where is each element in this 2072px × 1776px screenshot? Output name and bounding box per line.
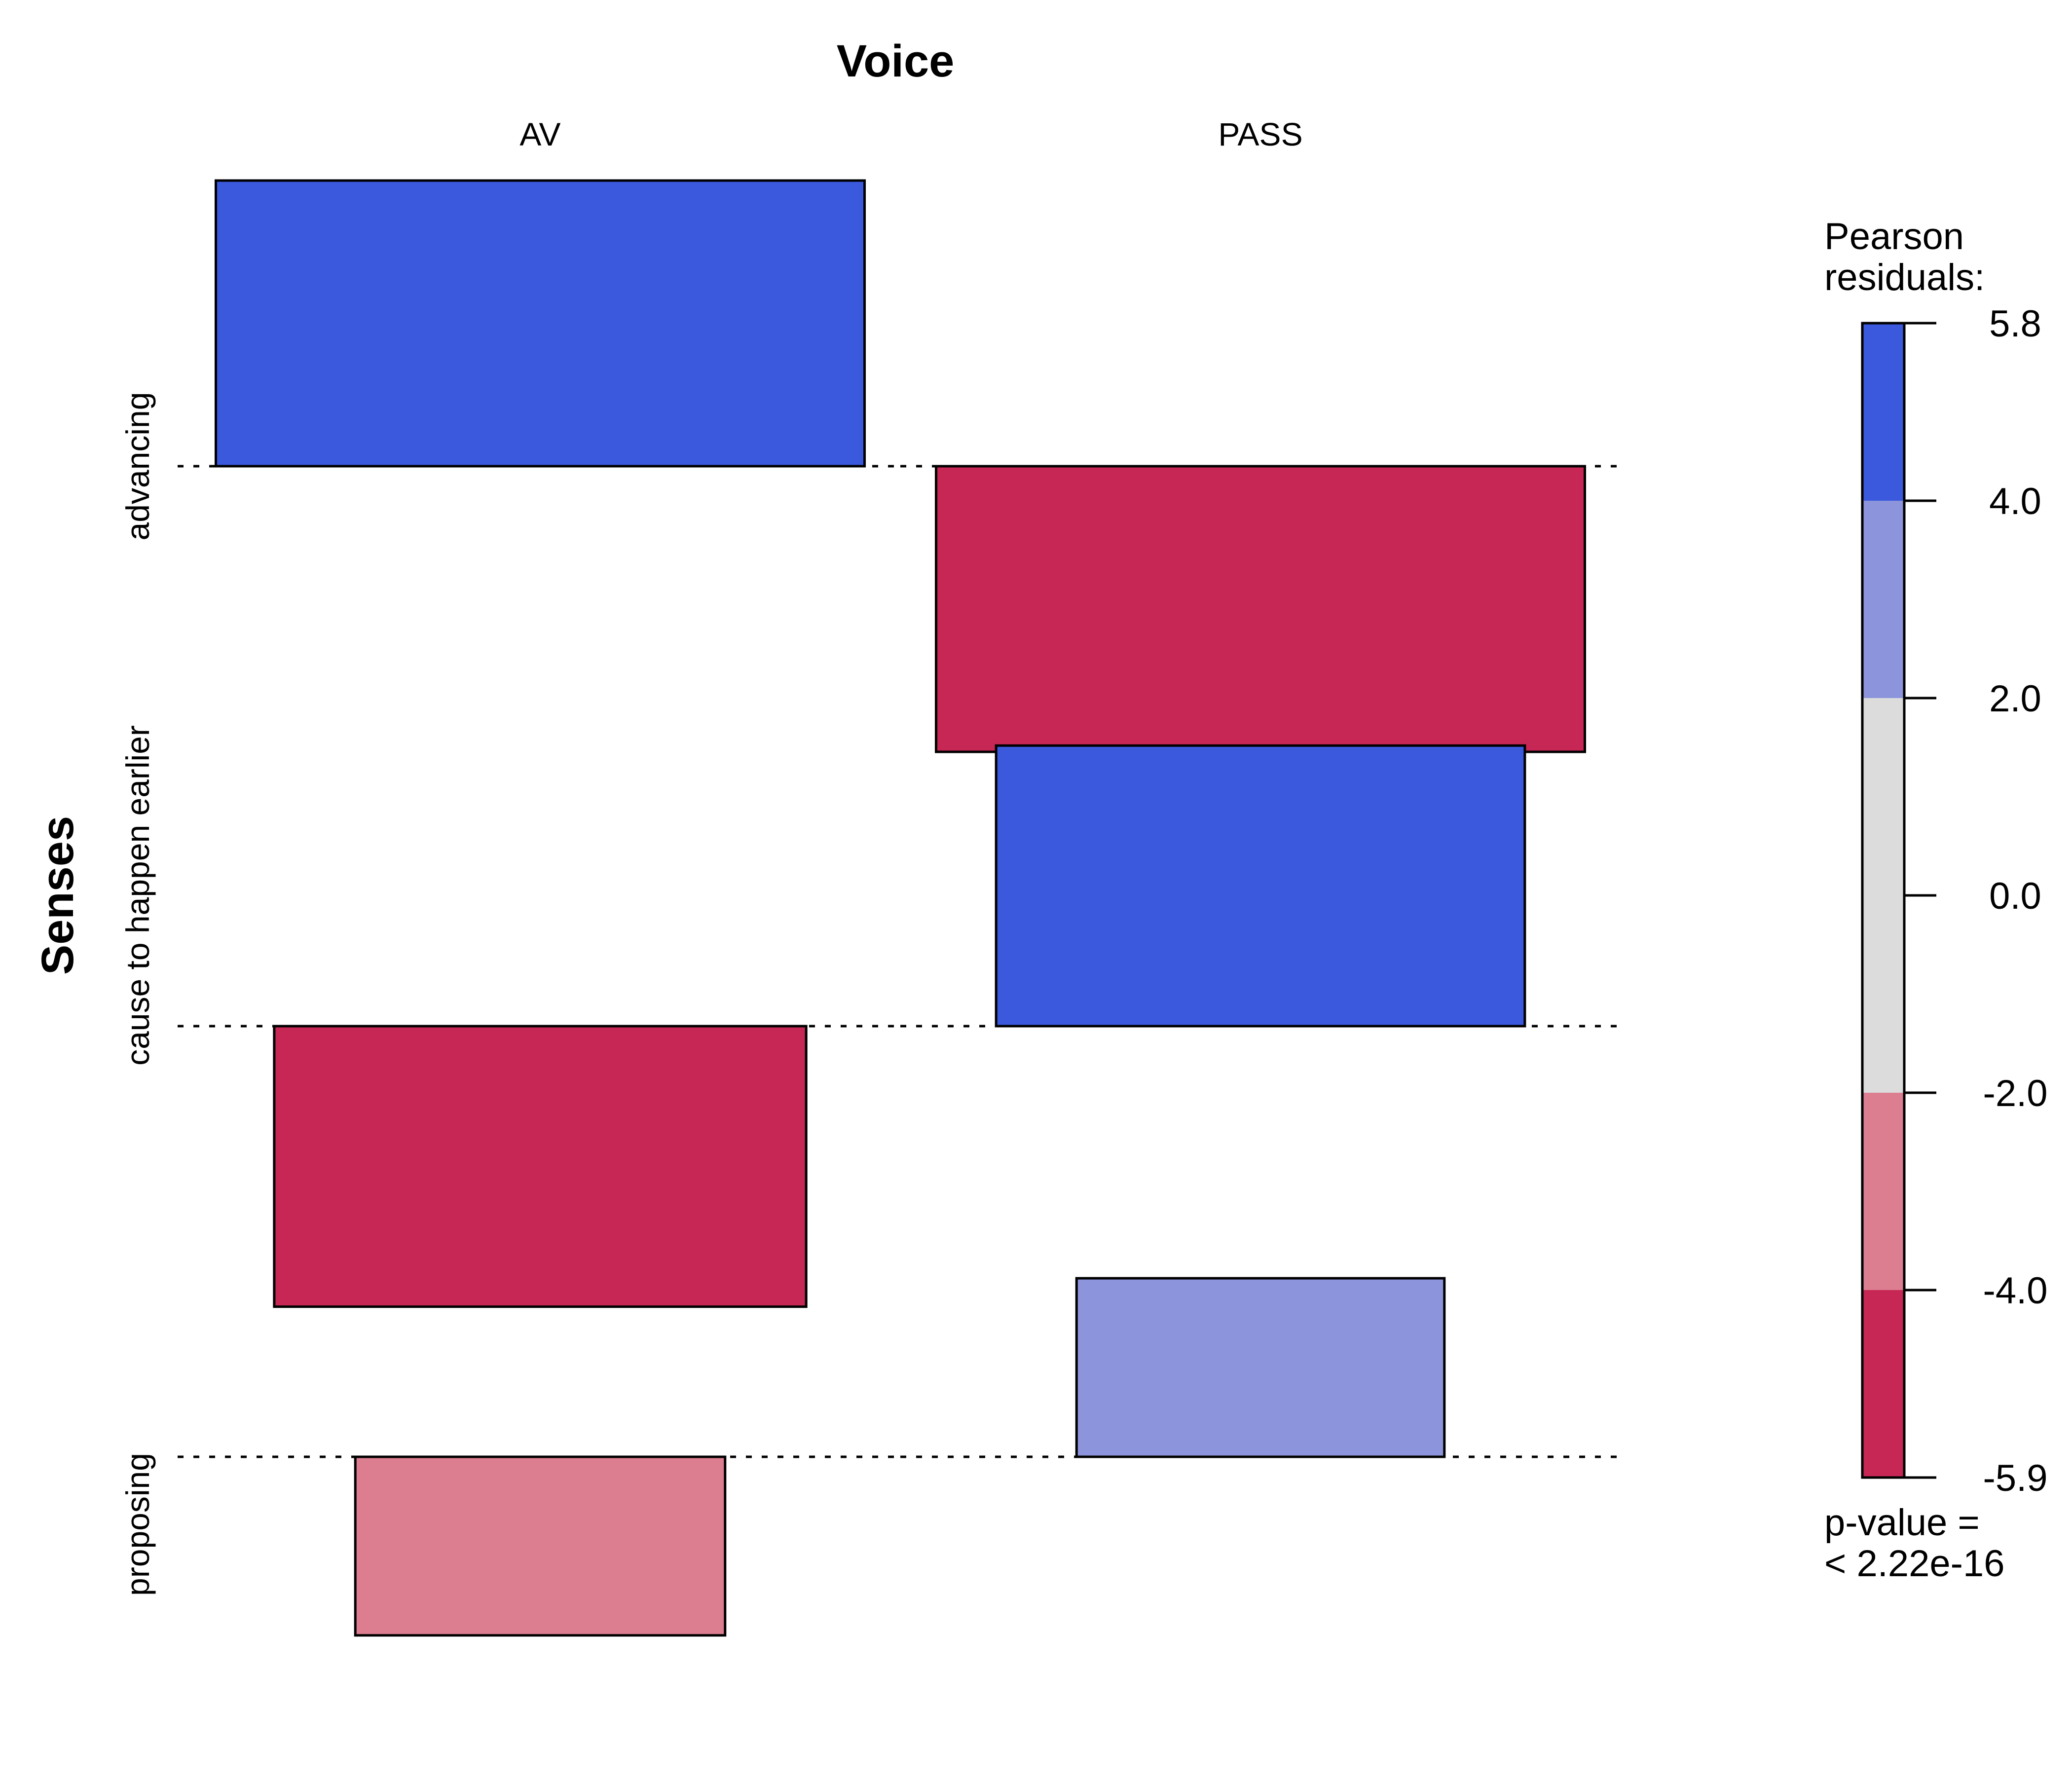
column-label-pass: PASS bbox=[1218, 116, 1302, 152]
legend-band-0 bbox=[1862, 323, 1904, 501]
cell-advancing-av bbox=[215, 179, 866, 468]
cell-cause-to-happen-earlier-pass bbox=[995, 744, 1526, 1028]
legend-tick-label-2: 2.0 bbox=[1989, 678, 2041, 720]
residual-cells bbox=[215, 179, 1586, 1637]
legend-band-3 bbox=[1862, 1093, 1904, 1290]
chart-title: Voice bbox=[837, 36, 955, 86]
legend-tick-label-0: 5.8 bbox=[1989, 303, 2041, 345]
row-label-proposing: proposing bbox=[119, 1453, 156, 1596]
column-label-av: AV bbox=[519, 116, 560, 152]
p-value-line-2: < 2.22e-16 bbox=[1824, 1543, 2005, 1585]
legend-tick-label-1: 4.0 bbox=[1989, 481, 2041, 522]
legend-band-2 bbox=[1862, 698, 1904, 1093]
row-label-advancing: advancing bbox=[119, 392, 156, 541]
legend-tick-label-3: 0.0 bbox=[1989, 875, 2041, 917]
legend-band-1 bbox=[1862, 501, 1904, 698]
legend-tick-label-5: -4.0 bbox=[1983, 1270, 2048, 1312]
cell-proposing-pass bbox=[1075, 1277, 1446, 1458]
y-axis-label: Senses bbox=[33, 816, 83, 975]
cell-cause-to-happen-earlier-av bbox=[273, 1025, 808, 1308]
legend-bar-border bbox=[1861, 322, 1906, 1479]
legend: Pearson residuals: 5.8 4.0 2.0 0.0 -2.0 -4.0 -… bbox=[1824, 216, 2047, 1585]
legend-tick-label-4: -2.0 bbox=[1983, 1073, 2048, 1114]
row-label-cause-to-happen-earlier: cause to happen earlier bbox=[119, 725, 156, 1066]
legend-title-line-1: Pearson bbox=[1824, 216, 1964, 258]
cell-advancing-pass bbox=[935, 465, 1586, 753]
legend-title-line-2: residuals: bbox=[1824, 257, 1985, 298]
column-labels: AV PASS bbox=[519, 116, 1302, 152]
row-labels: advancing cause to happen earlier proposin… bbox=[119, 392, 156, 1596]
legend-tick-label-6: -5.9 bbox=[1983, 1457, 2048, 1499]
legend-ticks: 5.8 4.0 2.0 0.0 -2.0 -4.0 -5.9 bbox=[1904, 303, 2047, 1499]
p-value-line-1: p-value = bbox=[1824, 1502, 1980, 1544]
legend-band-4 bbox=[1862, 1290, 1904, 1478]
cell-proposing-av bbox=[354, 1455, 727, 1637]
legend-color-bar bbox=[1861, 322, 1906, 1479]
